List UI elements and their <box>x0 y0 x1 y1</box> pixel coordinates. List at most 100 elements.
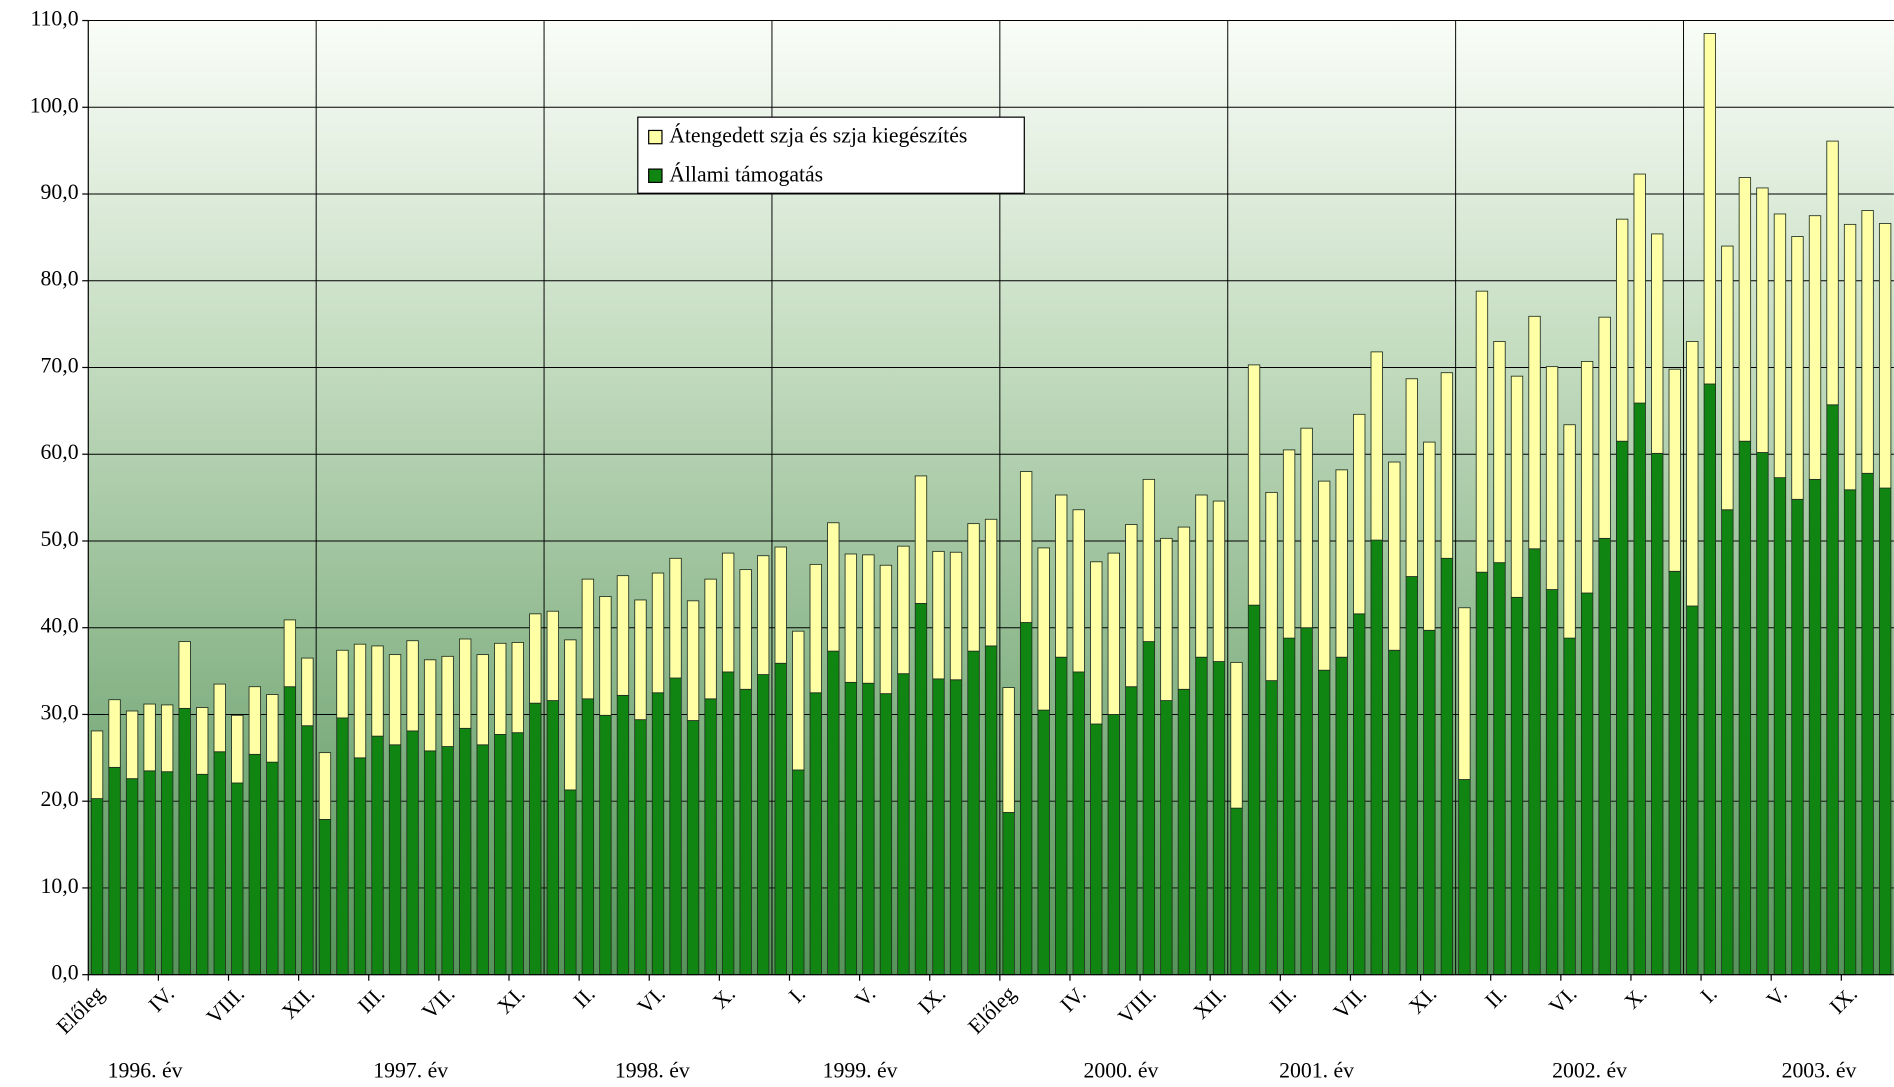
bar-segment <box>739 569 752 690</box>
bar-segment <box>1370 539 1383 976</box>
bar-segment <box>1651 233 1664 454</box>
legend-swatch <box>648 129 663 145</box>
year-label: 1998. év <box>615 1058 690 1082</box>
bar-segment <box>1458 779 1471 976</box>
bar-segment <box>1703 33 1716 385</box>
bar-segment <box>1843 489 1857 976</box>
bar-segment <box>1335 656 1348 976</box>
x-tick-label: V. <box>850 982 880 1012</box>
x-tick-label: IX. <box>1825 982 1862 1019</box>
x-tick-label: XII. <box>277 982 319 1024</box>
bar-segment <box>844 681 858 976</box>
bar-segment <box>1668 570 1681 976</box>
bar-segment <box>1142 641 1156 976</box>
bar-segment <box>266 694 279 763</box>
bar-segment <box>862 682 875 976</box>
bar-segment <box>792 630 805 771</box>
bar-segment <box>1668 368 1681 572</box>
bar-segment <box>511 642 524 734</box>
x-tick-label: X. <box>1620 982 1652 1014</box>
bar-segment <box>1037 709 1050 976</box>
bar-segment <box>196 707 209 775</box>
bar-segment <box>1878 223 1892 489</box>
bar-segment <box>546 610 559 701</box>
x-tick-label: I. <box>784 982 810 1008</box>
bar-segment <box>1230 807 1243 976</box>
bar-segment <box>634 719 647 976</box>
bar-segment <box>599 714 612 976</box>
bar-segment <box>721 671 735 976</box>
bar-segment <box>809 563 822 694</box>
bar-segment <box>1545 589 1559 976</box>
bar-segment <box>721 552 735 673</box>
bar-segment <box>1703 383 1716 976</box>
bar-segment <box>651 572 665 694</box>
bar-segment <box>125 710 139 780</box>
bar-segment <box>494 642 507 735</box>
legend-swatch <box>648 168 663 183</box>
bar-segment <box>318 752 332 820</box>
bar-segment <box>949 679 963 976</box>
x-tick-label: II. <box>569 982 600 1013</box>
bar-segment <box>1580 360 1594 594</box>
bar-segment <box>1493 562 1506 976</box>
bar-segment <box>599 596 612 716</box>
bar-segment <box>932 678 945 976</box>
y-tick-label: 110,0 <box>30 7 78 31</box>
bar-segment <box>1317 669 1331 976</box>
y-tick-label: 60,0 <box>41 440 79 464</box>
year-label: 2001. év <box>1279 1058 1354 1082</box>
bar-segment <box>1335 469 1348 658</box>
bar-segment <box>1037 547 1050 711</box>
bar-segment <box>301 725 314 976</box>
x-tick-label: V. <box>1762 982 1792 1012</box>
x-tick-label: IV. <box>144 982 179 1017</box>
bar-segment <box>1738 440 1752 976</box>
bar-segment <box>1195 494 1208 658</box>
legend-label: Átengedett szja és szja kiegészítés <box>669 124 967 148</box>
y-tick-label: 30,0 <box>41 700 79 724</box>
bar-segment <box>1791 498 1804 976</box>
bar-segment <box>406 730 419 976</box>
bar-segment <box>1861 210 1874 474</box>
bar-segment <box>266 761 279 976</box>
bar-segment <box>932 550 945 680</box>
bar-segment <box>1773 213 1787 479</box>
bar-segment <box>1107 714 1120 976</box>
y-tick-label: 20,0 <box>41 787 79 811</box>
bar-segment <box>1090 561 1103 725</box>
bar-segment <box>1370 351 1383 541</box>
bar-segment <box>1265 491 1278 682</box>
bar-segment <box>248 686 261 755</box>
bar-segment <box>441 746 454 976</box>
bar-segment <box>1055 656 1068 976</box>
bar-segment <box>704 698 717 976</box>
bar-segment <box>1002 687 1015 813</box>
bar-segment <box>476 744 489 976</box>
bar-segment <box>1808 215 1822 480</box>
bar-segment <box>1633 173 1646 404</box>
bar-segment <box>388 744 402 976</box>
bar-segment <box>1773 477 1787 976</box>
bar-segment <box>1616 440 1629 976</box>
bar-segment <box>213 751 226 976</box>
bar-segment <box>1160 537 1173 701</box>
bar-segment <box>914 603 928 976</box>
bar-segment <box>897 545 910 675</box>
bar-segment <box>143 703 156 772</box>
bar-segment <box>1545 366 1559 590</box>
bar-segment <box>581 578 595 700</box>
year-label: 1997. év <box>373 1058 448 1082</box>
x-tick-label: IV. <box>1056 982 1091 1017</box>
bar-segment <box>1160 700 1173 976</box>
x-tick-label: VIII. <box>202 982 249 1029</box>
bar-segment <box>1756 452 1769 976</box>
bar-segment <box>1528 548 1541 976</box>
bar-segment <box>862 554 875 684</box>
bar-segment <box>178 707 191 976</box>
bar-segment <box>914 475 928 604</box>
y-tick-label: 80,0 <box>41 267 79 291</box>
x-tick-label: XII. <box>1189 982 1231 1024</box>
bar-segment <box>318 818 332 976</box>
